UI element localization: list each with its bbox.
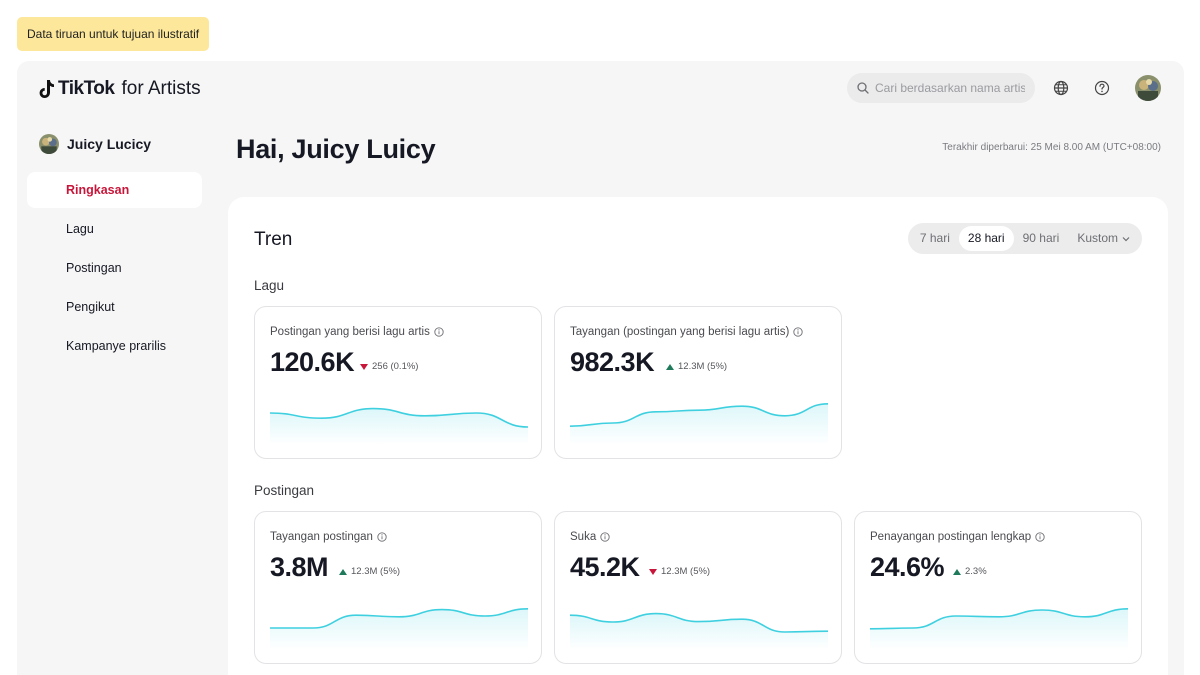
metric-label-wrap: Suka <box>570 531 610 543</box>
section-label-lagu: Lagu <box>254 278 285 293</box>
sparkline-area <box>570 403 828 445</box>
help-button[interactable] <box>1092 78 1112 98</box>
metric-label: Penayangan postingan lengkap <box>870 531 1032 543</box>
range-28-days[interactable]: 28 hari <box>958 226 1014 251</box>
tiktok-note-icon <box>39 80 54 98</box>
info-icon[interactable] <box>793 327 803 337</box>
globe-icon <box>1053 80 1069 96</box>
metric-card[interactable]: Suka 45.2K 12.3M (5%) <box>554 511 842 664</box>
sparkline-line <box>570 403 828 427</box>
sparkline-chart <box>270 407 528 445</box>
metric-label-wrap: Tayangan (postingan yang berisi lagu art… <box>570 326 803 338</box>
info-icon[interactable] <box>600 532 610 542</box>
trend-down-icon <box>649 568 657 575</box>
range-custom-dropdown[interactable]: Kustom <box>1068 226 1139 251</box>
artist-name: Juicy Lucicy <box>67 136 152 152</box>
metric-delta: 12.3M (5%) <box>666 361 727 372</box>
metric-card[interactable]: Postingan yang berisi lagu artis 120.6K … <box>254 306 542 459</box>
panel-title: Tren <box>254 229 293 250</box>
metric-delta-text: 12.3M (5%) <box>661 566 711 577</box>
artist-avatar <box>39 134 59 154</box>
sidebar-item-pengikut[interactable]: Pengikut <box>66 300 115 314</box>
metric-label-wrap: Tayangan postingan <box>270 531 387 543</box>
metric-label: Tayangan postingan <box>270 531 373 543</box>
metric-delta: 12.3M (5%) <box>649 566 710 577</box>
avatar-image-icon <box>1135 75 1161 101</box>
metric-card[interactable]: Tayangan postingan 3.8M 12.3M (5%) <box>254 511 542 664</box>
sparkline-line <box>570 612 828 633</box>
metric-delta-text: 12.3M (5%) <box>678 361 728 372</box>
metric-value: 120.6K <box>270 347 355 377</box>
sparkline-chart <box>570 403 828 445</box>
sidebar-item-lagu[interactable]: Lagu <box>66 222 94 236</box>
sidebar-nav: Ringkasan Lagu Postingan Pengikut Kampan… <box>27 172 202 367</box>
info-icon[interactable] <box>1035 532 1045 542</box>
metric-delta-text: 2.3% <box>965 566 987 577</box>
info-icon[interactable] <box>434 327 444 337</box>
sparkline-area <box>270 608 528 650</box>
time-range-selector: 7 hari 28 hari 90 hari Kustom <box>907 223 1142 254</box>
metric-delta-text: 256 (0.1%) <box>372 361 419 372</box>
sparkline-chart <box>870 608 1128 650</box>
search-icon <box>857 82 869 94</box>
metric-card[interactable]: Tayangan (postingan yang berisi lagu art… <box>554 306 842 459</box>
metric-label: Suka <box>570 531 597 543</box>
trend-down-icon <box>360 363 368 370</box>
range-7-days[interactable]: 7 hari <box>919 231 950 245</box>
metric-value: 24.6% <box>870 552 945 582</box>
metric-label-wrap: Postingan yang berisi lagu artis <box>270 326 444 338</box>
sparkline-line <box>270 608 528 629</box>
range-90-days[interactable]: 90 hari <box>1022 231 1060 245</box>
sidebar-item-postingan[interactable]: Postingan <box>66 261 122 275</box>
logo-suffix-text: for Artists <box>121 78 201 99</box>
metric-delta: 256 (0.1%) <box>360 361 418 372</box>
search-input[interactable] <box>875 81 1025 95</box>
metric-label-wrap: Penayangan postingan lengkap <box>870 531 1045 543</box>
sparkline-area <box>870 608 1128 650</box>
trend-up-icon <box>953 568 961 575</box>
metric-delta-text: 12.3M (5%) <box>351 566 401 577</box>
page-title: Hai, Juicy Luicy <box>236 134 436 164</box>
metric-value: 982.3K <box>570 347 655 377</box>
logo-brand-text: TikTok <box>58 78 115 99</box>
sidebar-item-ringkasan[interactable]: Ringkasan <box>27 172 202 208</box>
range-custom-label: Kustom <box>1077 231 1118 245</box>
trend-up-icon <box>666 363 674 370</box>
metric-value: 45.2K <box>570 552 640 582</box>
tiktok-for-artists-logo[interactable]: TikTok for Artists <box>39 77 201 101</box>
section-label-postingan: Postingan <box>254 483 315 498</box>
help-icon <box>1094 80 1110 96</box>
metric-value: 3.8M <box>270 552 329 582</box>
sparkline-line <box>870 608 1128 630</box>
sparkline-chart <box>570 612 828 650</box>
language-button[interactable] <box>1051 78 1071 98</box>
metric-label: Tayangan (postingan yang berisi lagu art… <box>570 326 790 338</box>
metric-card[interactable]: Penayangan postingan lengkap 24.6% 2.3% <box>854 511 1142 664</box>
metric-delta: 12.3M (5%) <box>339 566 400 577</box>
last-updated-text: Terakhir diperbarui: 25 Mei 8.00 AM (UTC… <box>942 142 1161 153</box>
sparkline-area <box>570 613 828 650</box>
metric-label: Postingan yang berisi lagu artis <box>270 326 430 338</box>
trends-panel: Tren 7 hari 28 hari 90 hari Kustom Lagu … <box>228 197 1168 675</box>
mock-data-notice: Data tiruan untuk tujuan ilustratif <box>17 17 210 51</box>
sparkline-chart <box>270 608 528 650</box>
metric-delta: 2.3% <box>953 566 987 577</box>
user-avatar[interactable] <box>1135 75 1161 101</box>
sparkline-line <box>270 407 528 428</box>
info-icon[interactable] <box>377 532 387 542</box>
app-window: TikTok for Artists <box>17 61 1184 675</box>
trend-up-icon <box>339 568 347 575</box>
artist-profile[interactable]: Juicy Lucicy <box>39 134 151 154</box>
artist-search-box[interactable] <box>847 73 1035 103</box>
avatar-image-icon <box>39 134 59 154</box>
sidebar-item-kampanye-prarilis[interactable]: Kampanye prarilis <box>66 339 167 353</box>
chevron-down-icon <box>1122 236 1130 241</box>
